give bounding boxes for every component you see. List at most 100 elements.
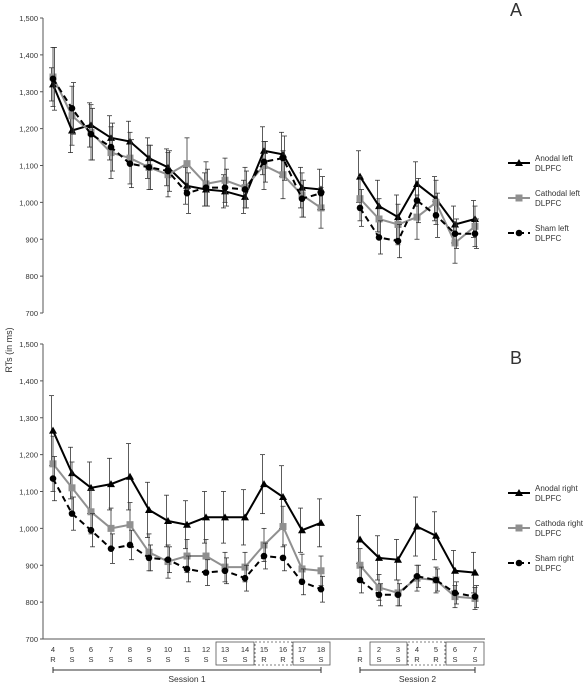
data-point [375, 591, 383, 599]
data-point [126, 541, 134, 549]
data-point [356, 172, 364, 180]
x-tick-label: 2 [377, 645, 381, 654]
x-block-type-label: R [280, 655, 286, 664]
legend-label: Cathodal left DLPFC [535, 189, 581, 208]
y-tick-label: 1,300 [19, 88, 38, 97]
data-point [241, 563, 249, 571]
x-block-type-label: S [184, 655, 189, 664]
data-point [221, 513, 229, 521]
data-point [221, 184, 229, 191]
data-point [260, 480, 268, 488]
legend-item: Sham left DLPFC [508, 224, 570, 243]
data-point [107, 149, 115, 157]
data-point [221, 567, 229, 575]
data-point [183, 520, 191, 528]
x-tick-label: 8 [128, 645, 132, 654]
x-block-type-label: S [318, 655, 323, 664]
data-point [471, 568, 479, 576]
data-point [183, 189, 191, 197]
data-point [375, 583, 383, 591]
x-block-type-label: S [299, 655, 304, 664]
data-point [126, 154, 134, 162]
x-tick-label: 3 [396, 645, 400, 654]
block-group-box [369, 641, 408, 666]
legend-item: Anodal right DLPFC [508, 484, 578, 503]
data-point [260, 162, 268, 169]
data-point [413, 573, 421, 580]
block-group-box [292, 641, 331, 666]
y-tick-label: 1,100 [19, 488, 38, 497]
data-point [107, 545, 115, 552]
data-point [279, 154, 287, 162]
data-point [183, 565, 191, 573]
y-tick-label: 1,200 [19, 451, 38, 460]
data-point [164, 171, 172, 179]
series-circle [49, 456, 479, 609]
x-tick-label: 4 [51, 645, 55, 654]
data-point [164, 556, 172, 564]
legend-label: Sham left DLPFC [535, 224, 570, 243]
y-tick-label: 1,500 [19, 340, 38, 349]
legend-label: Sham right DLPFC [535, 554, 574, 573]
x-block-type-label: R [50, 655, 56, 664]
x-tick-label: 10 [164, 645, 172, 654]
data-point [221, 176, 229, 184]
y-tick-label: 800 [25, 272, 38, 281]
data-point [260, 541, 268, 549]
series-square [49, 435, 479, 610]
data-point [202, 569, 210, 576]
data-point [68, 484, 76, 492]
legend-item: Cathoda right DLPFC [508, 519, 583, 538]
x-block-type-label: S [146, 655, 151, 664]
series-square [49, 47, 479, 264]
data-point [375, 234, 383, 241]
data-point [451, 566, 459, 574]
data-point [49, 475, 57, 482]
data-point [317, 585, 325, 593]
legend-marker [515, 559, 523, 567]
data-point [413, 179, 421, 187]
data-point [87, 526, 95, 534]
data-point [183, 160, 191, 168]
data-point [375, 553, 383, 561]
legend-marker [515, 159, 523, 166]
legend-item: Sham right DLPFC [508, 554, 574, 573]
block-group-box [445, 641, 485, 666]
y-tick-label: 1,000 [19, 198, 38, 207]
session-label: Session 2 [399, 674, 437, 684]
data-point [451, 230, 459, 238]
data-point [145, 548, 153, 556]
data-point [241, 186, 249, 193]
data-point [432, 211, 440, 219]
data-point [87, 130, 95, 138]
legend-label: Cathoda right DLPFC [535, 519, 583, 538]
x-tick-label: 16 [279, 645, 287, 654]
legend-marker [515, 489, 523, 496]
data-point [107, 143, 115, 151]
data-point [356, 576, 364, 584]
data-point [126, 521, 134, 529]
x-block-type-label: R [357, 655, 363, 664]
x-block-type-label: S [69, 655, 74, 664]
x-block-type-label: S [395, 655, 400, 664]
data-point [298, 578, 306, 586]
data-point [317, 204, 325, 212]
legend-item: Cathodal left DLPFC [508, 189, 581, 208]
panel-letter: A [510, 0, 522, 20]
data-point [202, 513, 210, 521]
data-point [451, 589, 459, 597]
data-point [356, 535, 364, 543]
data-point [413, 197, 421, 204]
y-tick-label: 1,100 [19, 162, 38, 171]
y-tick-label: 900 [25, 561, 38, 570]
y-tick-label: 1,400 [19, 377, 38, 386]
series-triangle [49, 395, 479, 594]
panel-B: B 700 800 900 1,000 1,100 1,200 1,300 1,400 1,500… [19, 340, 583, 644]
block-group-box [215, 641, 255, 666]
data-point [241, 513, 249, 521]
data-point [145, 505, 153, 513]
data-point [317, 567, 325, 575]
data-point [202, 552, 210, 560]
x-tick-label: 11 [183, 645, 191, 654]
